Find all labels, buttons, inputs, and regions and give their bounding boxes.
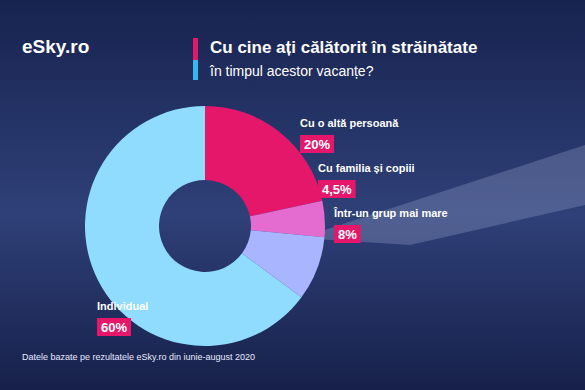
svg-text:Datele bazate pe rezultatele e: Datele bazate pe rezultatele eSky.ro din… <box>22 352 255 362</box>
svg-text:20%: 20% <box>304 137 330 152</box>
svg-text:eSky.ro: eSky.ro <box>22 36 89 57</box>
svg-text:60%: 60% <box>101 320 127 335</box>
svg-text:4,5%: 4,5% <box>322 182 352 197</box>
svg-text:Individual: Individual <box>97 300 148 312</box>
svg-text:Cu o altă persoană: Cu o altă persoană <box>300 117 399 129</box>
svg-text:Într-un grup mai mare: Într-un grup mai mare <box>333 207 448 219</box>
svg-text:în timpul acestor vacanțe?: în timpul acestor vacanțe? <box>209 63 374 79</box>
svg-text:8%: 8% <box>338 227 357 242</box>
svg-text:Cu familia și copiii: Cu familia și copiii <box>318 162 415 174</box>
svg-text:Cu cine ați călătorit în străi: Cu cine ați călătorit în străinătate <box>210 38 477 57</box>
